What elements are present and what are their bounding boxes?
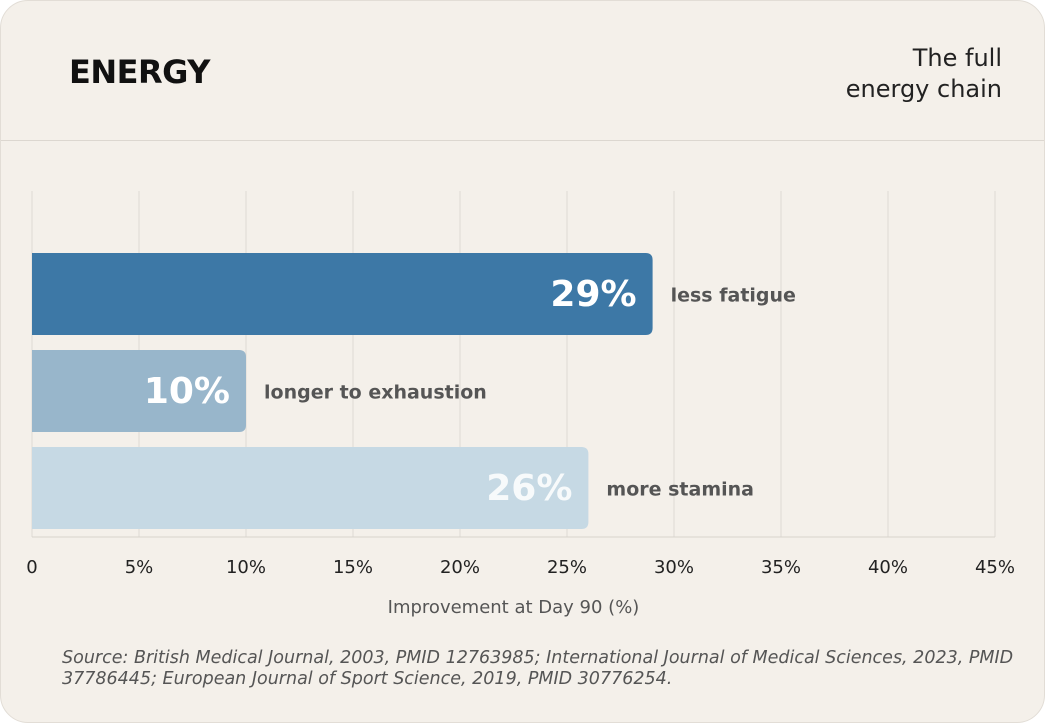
x-tick-label: 25% bbox=[547, 557, 587, 578]
x-tick-label: 5% bbox=[125, 557, 154, 578]
x-tick-label: 0 bbox=[26, 557, 37, 578]
category-label: more stamina bbox=[606, 479, 754, 501]
x-axis-label: Improvement at Day 90 (%) bbox=[388, 597, 640, 618]
divider bbox=[1, 140, 1044, 141]
value-label: 26% bbox=[486, 468, 572, 509]
bar bbox=[32, 447, 589, 529]
x-tick-label: 45% bbox=[975, 557, 1015, 578]
x-tick-label: 15% bbox=[333, 557, 373, 578]
category-label: less fatigue bbox=[671, 285, 796, 307]
x-tick-label: 30% bbox=[654, 557, 694, 578]
value-label: 10% bbox=[144, 371, 230, 412]
bar bbox=[32, 253, 653, 335]
x-tick-label: 20% bbox=[440, 557, 480, 578]
chart: 0 5% 10% 15% 20% 25% 30% 35% 40% 45% Improvement a… bbox=[26, 191, 1015, 618]
value-label: 29% bbox=[550, 274, 636, 315]
x-tick-label: 35% bbox=[761, 557, 801, 578]
x-tick-label: 40% bbox=[868, 557, 908, 578]
category-label: longer to exhaustion bbox=[264, 382, 487, 404]
source-note: Source: British Medical Journal, 2003, P… bbox=[62, 648, 1014, 689]
bar bbox=[32, 350, 246, 432]
x-tick-label: 10% bbox=[226, 557, 266, 578]
chart-subtitle: The full energy chain bbox=[845, 44, 1002, 103]
chart-title: ENERGY bbox=[69, 53, 210, 91]
